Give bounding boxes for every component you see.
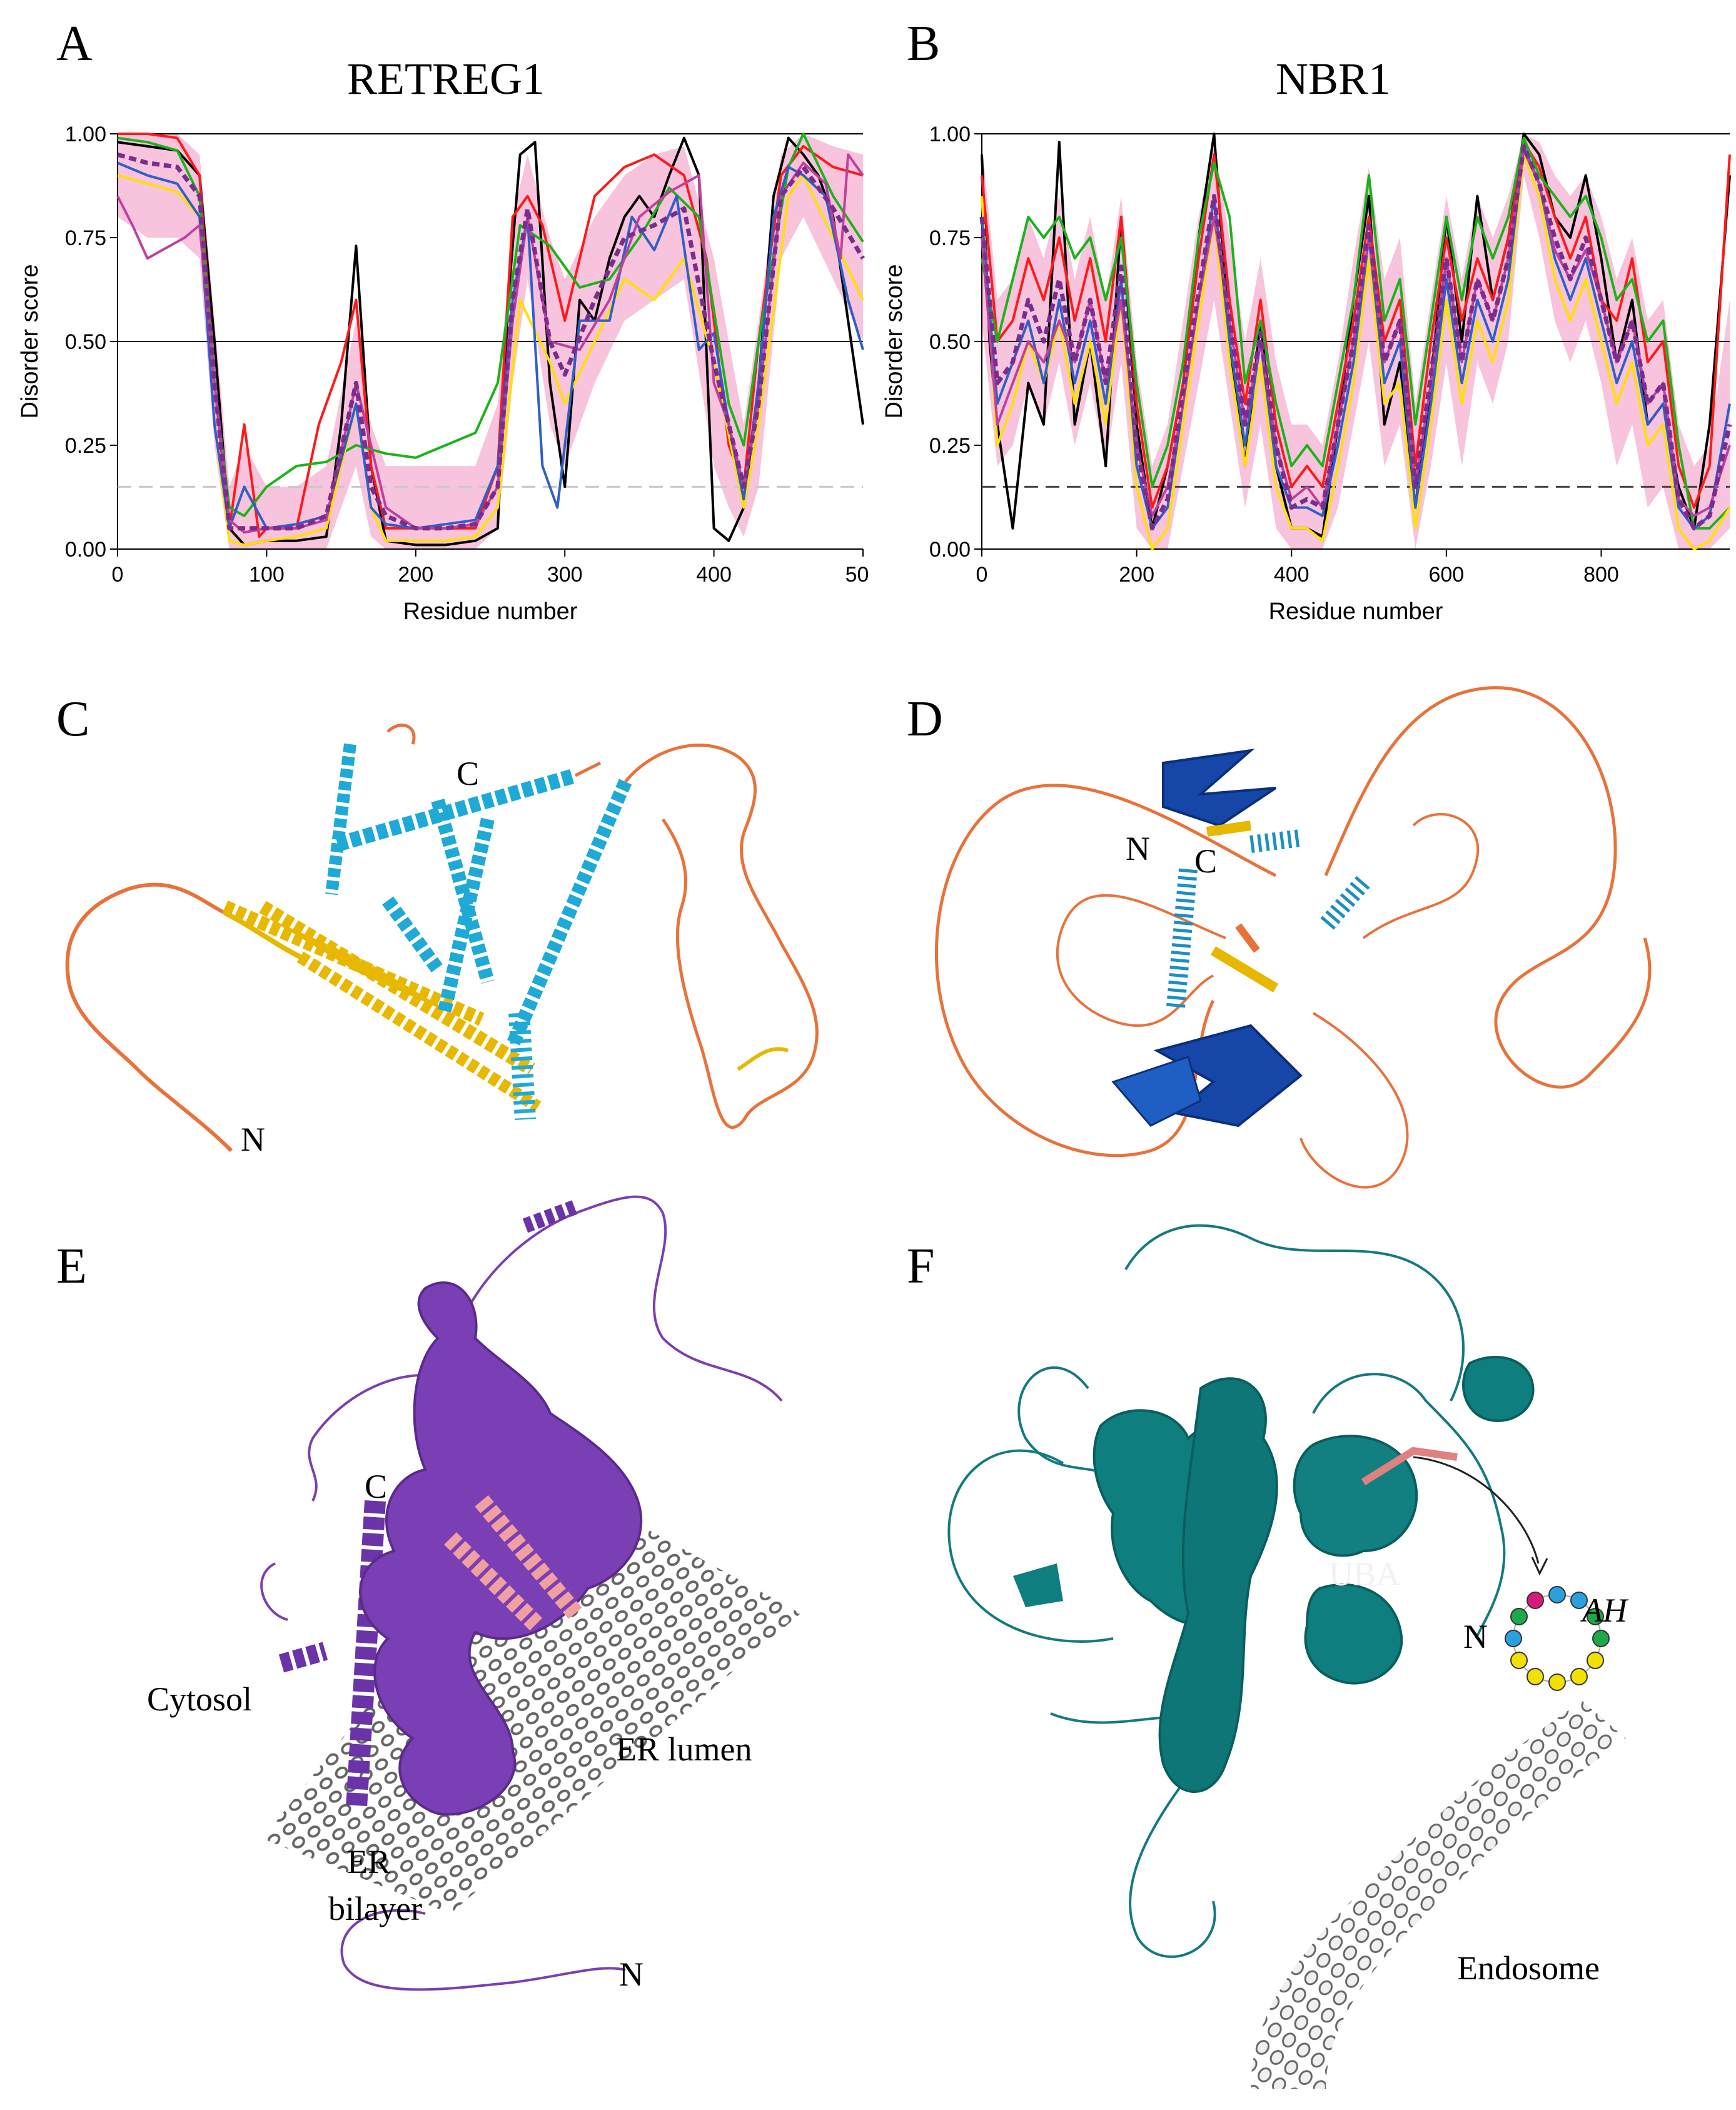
amphipathic-helix-segment (1361, 1446, 1458, 1486)
reticulon-surface (359, 1281, 643, 1816)
cyan-coil (508, 1012, 536, 1120)
y-axis-label: Disorder score (17, 264, 43, 418)
x-tick-label: 200 (1119, 563, 1154, 587)
disorder-chart-retreg1: 0.00 0.25 0.50 0.75 1.00 0 100 200 300 400 500 Resi… (17, 123, 869, 625)
coiled-helix-left (1166, 868, 1198, 1008)
disordered-loop-1 (935, 784, 1277, 1158)
x-axis-label: Residue number (1269, 598, 1443, 625)
confidence-band (118, 134, 863, 549)
er-bilayer-lipids (263, 1476, 800, 1914)
endosome-label: Endosome (1457, 1949, 1600, 1987)
series-line-yellow (981, 153, 1731, 550)
series-line-yellow (117, 174, 864, 547)
retreg1-ribbon-structure (65, 724, 819, 1153)
yellow-helix-2 (259, 901, 535, 1076)
helical-wheel (1505, 1586, 1610, 1691)
y-tick-label: 1.00 (929, 123, 971, 146)
y-tick-label: 0.50 (65, 330, 106, 354)
y-tick-label: 0.25 (65, 434, 106, 458)
nbr1-endosome-model (947, 1224, 1626, 2089)
nbr1-ribbon-structure (935, 686, 1652, 1189)
disordered-loop-top (449, 1195, 783, 1402)
upper-beta-domain (1162, 749, 1277, 827)
er-lumen-label: ER lumen (616, 1730, 752, 1768)
x-tick-label: 400 (1274, 563, 1310, 587)
er-bilayer-label-line1: ER (347, 1843, 391, 1880)
y-tick-label: 0.00 (65, 538, 106, 562)
panel-letter-a: A (56, 16, 93, 71)
cytosol-label: Cytosol (147, 1680, 253, 1718)
y-tick-label: 0.50 (929, 330, 971, 354)
x-tick-label: 500 (845, 563, 869, 587)
chart-title-nbr1: NBR1 (1276, 54, 1391, 104)
uba-domain-surface (1293, 1435, 1418, 1557)
n-terminal-loop (340, 1909, 626, 1991)
cyan-helix-2 (325, 743, 356, 896)
panel-letter-c: C (56, 692, 90, 747)
y-tick-label: 0.25 (929, 434, 971, 458)
central-domain-surface (1158, 1377, 1278, 1793)
x-tick-label: 600 (1428, 563, 1464, 587)
n-terminal-loop (65, 882, 233, 1153)
disordered-loop-2 (1324, 686, 1652, 1089)
er-bilayer-label-line2: bilayer (328, 1890, 422, 1927)
panel-letter-d: D (907, 692, 943, 747)
c-terminus-label: C (1194, 842, 1218, 880)
panel-letter-b: B (907, 16, 941, 71)
y-tick-label: 0.75 (65, 226, 106, 250)
chart-title-retreg1: RETREG1 (347, 54, 545, 104)
retreg1-membrane-model (260, 1195, 800, 1991)
c-terminal-loop (624, 743, 819, 1129)
series-line-green (981, 136, 1731, 530)
x-axis-label: Residue number (403, 598, 578, 625)
n-terminus-label: N (1126, 830, 1150, 867)
x-tick-label: 0 (112, 563, 124, 587)
x-tick-label: 800 (1583, 563, 1619, 587)
y-tick-label: 0.75 (929, 226, 971, 250)
n-terminus-label: N (619, 1956, 643, 1993)
y-tick-label: 1.00 (65, 123, 106, 146)
y-axis-label: Disorder score (881, 264, 907, 418)
n-terminus-label: N (241, 1121, 265, 1158)
membrane-binding-arrow (1413, 1456, 1540, 1564)
x-tick-label: 300 (547, 563, 583, 587)
uba-label: UBA (1329, 1555, 1401, 1593)
c-terminus-label: C (457, 755, 480, 792)
x-tick-label: 0 (976, 563, 988, 587)
panel-letter-f: F (907, 1239, 935, 1294)
disordered-loop-top (1124, 1224, 1465, 1401)
endosome-membrane (1251, 1701, 1626, 2089)
ah-label: AH (1582, 1592, 1627, 1629)
series-line-mean (117, 152, 865, 531)
x-tick-label: 100 (249, 563, 285, 587)
x-tick-label: 200 (398, 563, 433, 587)
disorder-chart-nbr1: 0.00 0.25 0.50 0.75 1.00 0 200 400 600 800 Residue… (881, 123, 1732, 625)
panel-letter-e: E (56, 1239, 87, 1294)
n-terminus-label: N (1463, 1618, 1488, 1655)
series-line-mean (979, 144, 1732, 531)
x-tick-label: 400 (696, 563, 732, 587)
c-terminus-label: C (365, 1468, 388, 1505)
y-tick-label: 0.00 (929, 538, 971, 562)
transmembrane-helix (346, 1500, 386, 1809)
series-line-blue (981, 144, 1731, 530)
coiled-helix-right (1319, 876, 1370, 932)
amphipathic-helix-2 (444, 1532, 544, 1632)
disordered-loop-left (947, 1449, 1114, 1643)
